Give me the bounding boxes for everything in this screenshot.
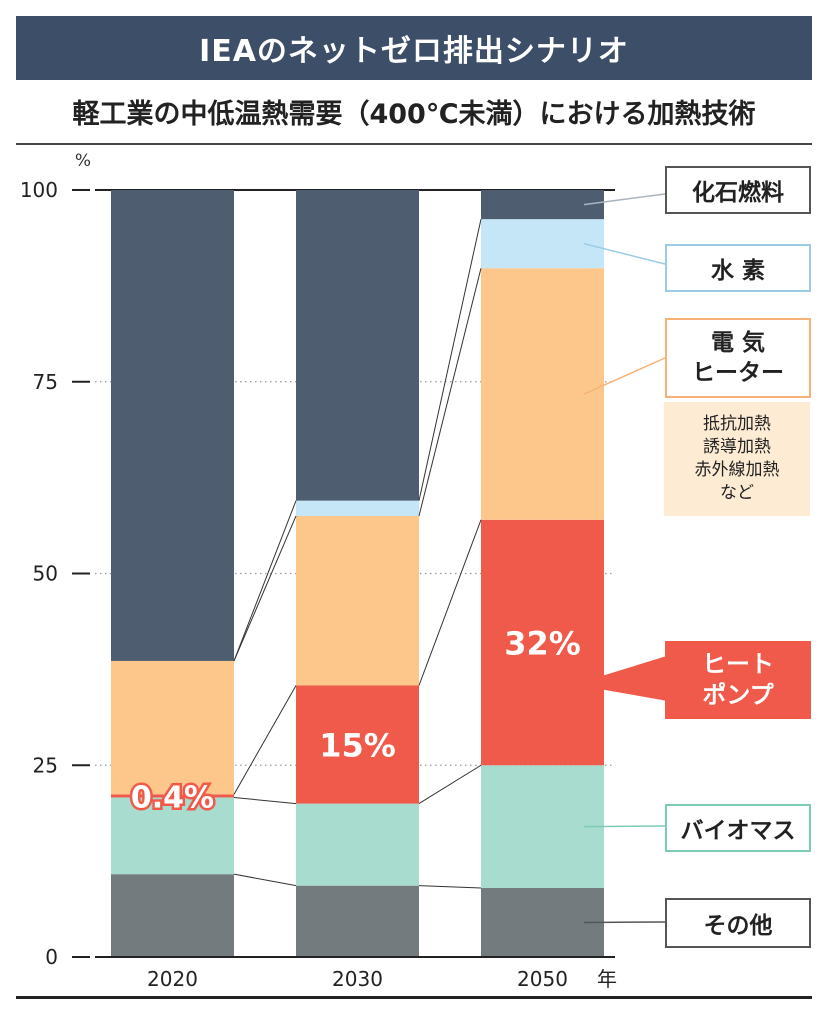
connector-line [418, 885, 482, 889]
legend-fossil: 化石燃料 [665, 166, 811, 214]
bar-segment [296, 685, 419, 804]
note-item: 誘導加熱 [703, 437, 771, 457]
legend-biomass-label: バイオマス [680, 818, 796, 844]
bar-segment [111, 797, 234, 875]
bar-segment [481, 519, 604, 766]
legend-hydrogen-label: 水 素 [710, 258, 765, 284]
bar-segment [296, 885, 419, 957]
legend-heatpump-line1: ヒート [702, 650, 774, 678]
connector-line [233, 873, 297, 887]
bar-segment [481, 765, 604, 888]
legend-leader-line [583, 242, 666, 265]
connector-line [233, 796, 297, 805]
bar-segment [111, 660, 234, 795]
bottom-rule [16, 996, 812, 999]
legend-other: その他 [665, 898, 811, 948]
chart-title: IEAのネットゼロ排出シナリオ [199, 34, 629, 69]
y-tick-label: 50 [33, 562, 58, 586]
legend-biomass: バイオマス [665, 804, 811, 852]
connector-line [233, 685, 297, 795]
y-tick-label: 0 [45, 945, 58, 969]
bar-segment [296, 500, 419, 516]
legend-electric-line1: 電 気 [710, 330, 765, 356]
top-rule [16, 143, 812, 145]
x-axis-unit-label: 年 [597, 967, 617, 991]
bar-segment [296, 190, 419, 501]
bar-segment [481, 190, 604, 220]
connector-line [418, 219, 482, 501]
bar-segment [481, 219, 604, 269]
chart-subtitle: 軽工業の中低温熱需要（400℃未満）における加熱技術 [72, 99, 756, 130]
note-item: 抵抗加熱 [703, 414, 771, 434]
legend-electric-line2: ヒーター [692, 360, 784, 386]
x-tick-label: 2020 [147, 967, 198, 991]
y-tick-label: 75 [33, 370, 58, 394]
bar-segment [111, 874, 234, 957]
connector-line [233, 515, 297, 662]
legend-fossil-label: 化石燃料 [692, 180, 784, 206]
y-tick-label: 25 [33, 753, 58, 777]
x-tick-label: 2050 [517, 967, 568, 991]
legend-other-label: その他 [703, 913, 773, 939]
note-item: 赤外線加熱 [694, 460, 780, 480]
legend-leader-heatpump [574, 656, 665, 701]
bar-segment [111, 190, 234, 661]
note-item: など [720, 483, 754, 503]
data-label-heatpump: 15% [319, 727, 396, 765]
legend-leader-line [583, 825, 666, 828]
connector-line [418, 519, 482, 686]
connector-line [233, 500, 297, 662]
bar-segment [111, 794, 234, 798]
legend-heat-pump: ヒート ポンプ [665, 641, 811, 719]
y-tick-label: 100 [20, 178, 58, 202]
legend-heatpump-line2: ポンプ [702, 681, 774, 709]
legend-leader-line [583, 193, 666, 206]
bar-segment [296, 515, 419, 686]
title-banner: IEAのネットゼロ排出シナリオ [16, 16, 812, 80]
bar-segment [481, 887, 604, 957]
legend-leader-line [583, 357, 666, 395]
legend-electric-heater: 電 気 ヒーター [665, 318, 811, 398]
bar-segment [296, 803, 419, 886]
y-unit-label: % [75, 151, 91, 171]
legend-hydrogen: 水 素 [665, 244, 811, 292]
connector-line [418, 764, 482, 805]
electric-heater-notes: 抵抗加熱 誘導加熱 赤外線加熱 など [664, 402, 810, 516]
connector-line [418, 268, 482, 517]
x-tick-label: 2030 [332, 967, 383, 991]
data-label-heatpump: 0.4% [131, 780, 214, 815]
bar-segment [481, 268, 604, 520]
data-label-heatpump: 32% [504, 625, 581, 663]
